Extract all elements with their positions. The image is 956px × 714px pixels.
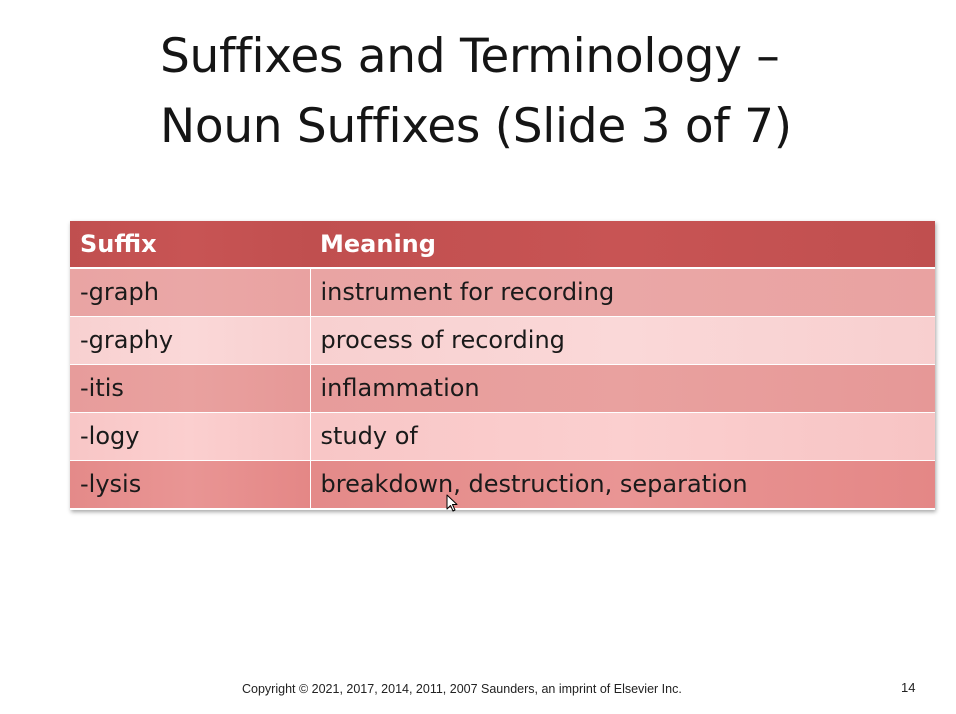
- column-header-suffix: Suffix: [70, 221, 310, 269]
- table-row: -graphy process of recording: [70, 316, 935, 365]
- suffix-cell: -lysis: [70, 460, 311, 508]
- page-number: 14: [901, 680, 916, 695]
- slide-title: Suffixes and Terminology – Noun Suffixes…: [160, 22, 920, 162]
- meaning-cell: study of: [310, 412, 935, 461]
- mouse-pointer-icon: [446, 494, 458, 512]
- meaning-cell: inflammation: [310, 364, 935, 413]
- suffix-table: Suffix Meaning -graph instrument for rec…: [70, 221, 935, 508]
- table-row: -itis inflammation: [70, 364, 935, 413]
- suffix-cell: -logy: [70, 412, 311, 461]
- copyright-notice: Copyright © 2021, 2017, 2014, 2011, 2007…: [242, 682, 682, 696]
- meaning-cell: process of recording: [310, 316, 935, 365]
- slide-title-line-2: Noun Suffixes (Slide 3 of 7): [160, 99, 792, 154]
- slide-title-line-1: Suffixes and Terminology –: [160, 29, 780, 84]
- suffix-table-container: Suffix Meaning -graph instrument for rec…: [70, 221, 935, 510]
- table-header-row: Suffix Meaning: [70, 221, 935, 269]
- table-row: -lysis breakdown, destruction, separatio…: [70, 460, 935, 508]
- suffix-cell: -itis: [70, 364, 311, 413]
- suffix-cell: -graph: [70, 268, 311, 317]
- meaning-cell: instrument for recording: [310, 268, 935, 317]
- meaning-cell: breakdown, destruction, separation: [310, 460, 935, 508]
- table-row: -logy study of: [70, 412, 935, 461]
- column-header-meaning: Meaning: [310, 221, 935, 269]
- table-row: -graph instrument for recording: [70, 268, 935, 317]
- suffix-cell: -graphy: [70, 316, 311, 365]
